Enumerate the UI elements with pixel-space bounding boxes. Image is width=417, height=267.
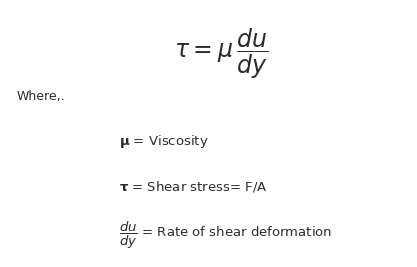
- Text: $\mathbf{\mu}$ = Viscosity: $\mathbf{\mu}$ = Viscosity: [119, 133, 208, 150]
- Text: $\tau = \mu \, \dfrac{du}{dy}$: $\tau = \mu \, \dfrac{du}{dy}$: [174, 26, 268, 81]
- Text: $\dfrac{du}{dy}$ = Rate of shear deformation: $\dfrac{du}{dy}$ = Rate of shear deforma…: [119, 219, 332, 250]
- Text: Where,.: Where,.: [17, 90, 65, 103]
- Text: $\mathbf{\tau}$ = Shear stress= F/A: $\mathbf{\tau}$ = Shear stress= F/A: [119, 179, 267, 194]
